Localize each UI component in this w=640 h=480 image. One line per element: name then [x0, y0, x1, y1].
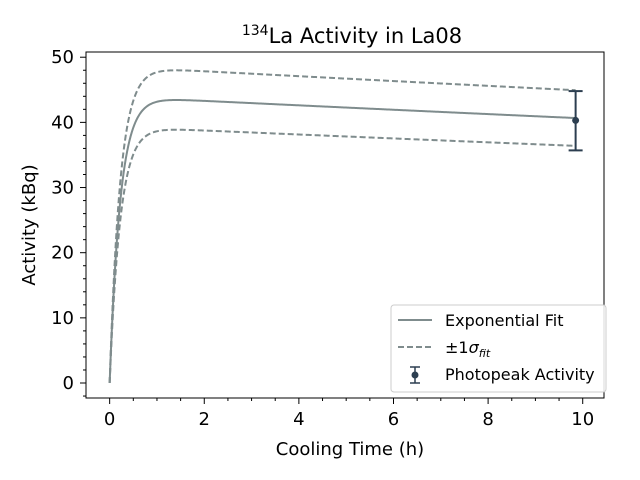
- sigma-lower-line: [108, 128, 576, 384]
- axis-ticks: 0 2 4 6 8 10 0 10 20 30 40 50: [51, 47, 594, 430]
- y-tick-label: 10: [51, 308, 74, 329]
- x-tick-label: 0: [104, 409, 115, 430]
- plot-frame: [85, 51, 605, 399]
- legend-sigma-prefix: ±1: [445, 338, 469, 357]
- y-axis-label: Activity (kBq): [19, 164, 40, 285]
- fit-line: [108, 99, 576, 384]
- legend: Exponential Fit ±1σfit Photopeak Activit…: [390, 304, 607, 393]
- x-tick-label: 10: [571, 409, 594, 430]
- y-tick-label: 40: [51, 112, 74, 133]
- photopeak-point: [572, 116, 580, 124]
- chart-title: 134La Activity in La08: [242, 23, 462, 48]
- legend-points-marker: [411, 371, 419, 379]
- legend-sigma-symbol: σ: [469, 338, 480, 357]
- y-tick-label: 50: [51, 47, 74, 68]
- x-axis-label: Cooling Time (h): [276, 439, 424, 460]
- x-tick-label: 8: [482, 409, 493, 430]
- x-tick-label: 6: [388, 409, 399, 430]
- legend-points-label: Photopeak Activity: [445, 365, 595, 384]
- sigma-upper-line: [108, 69, 576, 384]
- legend-fit-label: Exponential Fit: [445, 311, 563, 330]
- y-tick-label: 20: [51, 243, 74, 264]
- legend-sigma-label: ±1σfit: [445, 338, 491, 360]
- plot-area: [108, 69, 583, 384]
- x-tick-label: 4: [293, 409, 304, 430]
- legend-sigma-sub: fit: [479, 347, 491, 360]
- y-tick-label: 0: [63, 373, 74, 394]
- legend-box: [390, 304, 607, 393]
- chart-title-main: La Activity in La08: [269, 24, 463, 48]
- y-tick-label: 30: [51, 178, 74, 199]
- chart-title-superscript: 134: [242, 23, 269, 39]
- x-tick-label: 2: [199, 409, 210, 430]
